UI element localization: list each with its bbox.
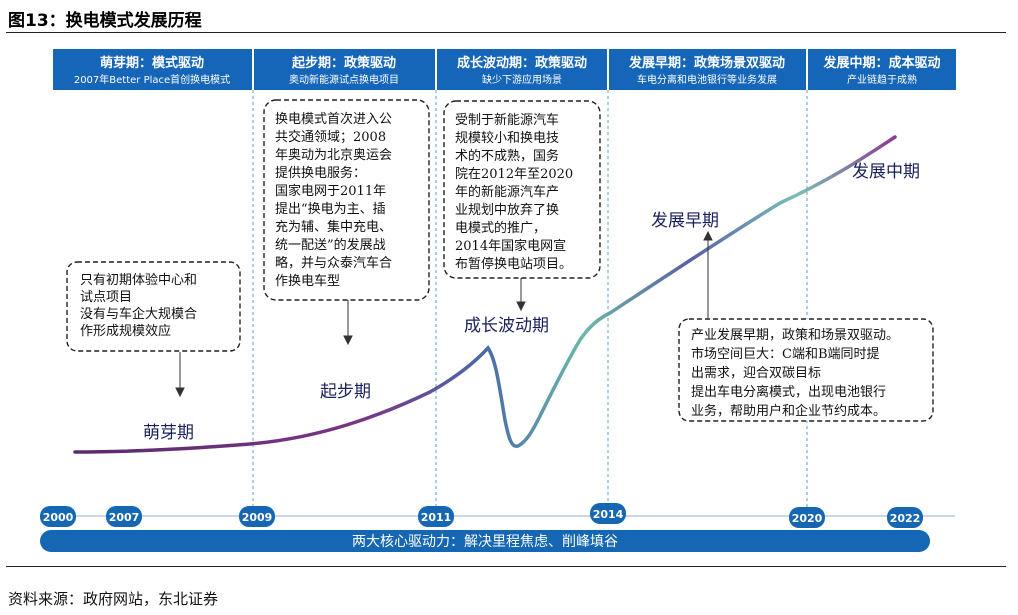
- callout-start-line-5: 国家电网于2011年: [275, 183, 386, 199]
- year-pill-2022: [887, 507, 923, 528]
- source-note: 资料来源：政府网站，东北证券: [8, 590, 219, 608]
- callout-start-line-8: 统一配送”的发展战: [275, 237, 386, 253]
- callout-sprout-line-3: 没有与车企大规模合: [80, 306, 197, 322]
- stage-label-mid: 发展中期: [852, 162, 920, 182]
- phase-header: 萌芽期：模式驱动 2007年Better Place首创换电模式 起步期：政策驱…: [53, 49, 956, 90]
- callout-early-line-5: 业务，帮助用户和企业节约成本。: [691, 403, 886, 419]
- year-2011: 2011: [421, 511, 452, 524]
- callout-start-line-3: 年奥动为北京奥运会: [275, 148, 392, 163]
- callout-early-line-2: 市场空间巨大：C端和B端同时提: [691, 346, 880, 362]
- stage-label-early: 发展早期: [651, 211, 719, 231]
- callout-volatile-line-1: 受制于新能源汽车: [455, 112, 559, 128]
- callout-start-line-1: 换电模式首次进入公: [275, 111, 392, 127]
- phase-title-3: 成长波动期：政策驱动: [457, 55, 587, 71]
- phase-box-3: [437, 49, 607, 90]
- core-drivers-bar: [40, 530, 930, 552]
- callout-volatile-text: 受制于新能源汽车 规模较小和换电技 术的不成熟，国务 院在2012年至2020 …: [455, 112, 573, 272]
- stage-label-volatile: 成长波动期: [464, 316, 549, 336]
- development-curve: [73, 135, 897, 454]
- callout-sprout-line-4: 作形成规模效应: [80, 323, 171, 339]
- phase-dividers: [252, 90, 808, 508]
- callout-volatile: [443, 100, 601, 279]
- phase-subtitle-1: 2007年Better Place首创换电模式: [74, 73, 230, 86]
- callout-sprout-text: 只有初期体验中心和 试点项目 没有与车企大规模合 作形成规模效应: [80, 272, 197, 339]
- bottom-rule: [6, 566, 1006, 567]
- arrow-start-head: [343, 335, 353, 346]
- year-pill-2014: [590, 503, 626, 524]
- arrow-volatile-head: [516, 301, 526, 312]
- phase-subtitle-2: 奥动新能源试点换电项目: [289, 73, 399, 86]
- callout-early-line-4: 提出车电分离模式，出现电池银行: [691, 384, 886, 400]
- callout-sprout: [66, 261, 241, 352]
- callout-volatile-line-8: 2014年国家电网宣: [455, 238, 566, 254]
- stage-label-start: 起步期: [320, 382, 371, 402]
- year-pill-2000: [40, 506, 76, 527]
- phase-subtitle-5: 产业链趋于成熟: [847, 73, 917, 86]
- phase-box-1: [53, 49, 252, 90]
- phase-box-5: [808, 49, 956, 90]
- year-pill-2020: [789, 507, 825, 528]
- callout-early-line-1: 产业发展早期，政策和场景双驱动。: [691, 327, 899, 343]
- callout-volatile-line-9: 布暂停换电站项目。: [455, 256, 572, 272]
- callout-start-line-2: 共交通领域；2008: [275, 129, 386, 145]
- callout-start-text: 换电模式首次进入公 共交通领域；2008 年奥动为北京奥运会 提供换电服务： 国…: [275, 111, 392, 289]
- callout-start-line-6: 提出“换电为主、插: [275, 201, 386, 217]
- arrow-early-head: [703, 230, 713, 241]
- callout-sprout-line-2: 试点项目: [80, 290, 132, 305]
- callout-volatile-line-3: 术的不成熟，国务: [455, 148, 559, 164]
- phase-box-2: [254, 49, 435, 90]
- callout-volatile-line-5: 年的新能源汽车产: [455, 184, 559, 200]
- stage-label-sprout: 萌芽期: [143, 423, 194, 443]
- callout-start: [263, 99, 430, 301]
- year-markers: 2000 2007 2009 2011 2014 2020 2022: [40, 503, 923, 528]
- year-2000: 2000: [43, 511, 74, 524]
- year-2020: 2020: [792, 512, 823, 525]
- callout-early: [678, 318, 934, 422]
- year-pill-2011: [418, 506, 454, 527]
- core-drivers-text: 两大核心驱动力：解决里程焦虑、削峰填谷: [352, 534, 618, 550]
- year-pill-2007: [106, 506, 142, 527]
- callout-start-line-7: 充为辅、集中充电、: [275, 219, 392, 235]
- phase-subtitle-3: 缺少下游应用场景: [482, 73, 562, 86]
- callout-volatile-line-4: 院在2012年至2020: [455, 167, 573, 182]
- top-rule: [6, 32, 1006, 33]
- phase-box-4: [609, 49, 806, 90]
- year-2009: 2009: [242, 511, 273, 524]
- phase-title-4: 发展早期：政策场景双驱动: [628, 55, 785, 71]
- phase-subtitle-4: 车电分离和电池银行等业务发展: [637, 73, 777, 86]
- callout-early-line-3: 出需求，迎合双碳目标: [691, 366, 821, 381]
- callout-sprout-line-1: 只有初期体验中心和: [80, 272, 197, 288]
- arrow-sprout-head: [175, 387, 185, 398]
- callout-start-line-10: 作换电车型: [275, 273, 340, 289]
- phase-title-1: 萌芽期：模式驱动: [100, 55, 204, 71]
- year-2007: 2007: [109, 511, 140, 524]
- year-2014: 2014: [593, 508, 624, 521]
- phase-title-2: 起步期：政策驱动: [291, 55, 396, 71]
- callout-volatile-line-2: 规模较小和换电技: [455, 131, 559, 146]
- callout-early-text: 产业发展早期，政策和场景双驱动。 市场空间巨大：C端和B端同时提 出需求，迎合双…: [691, 327, 899, 419]
- year-2022: 2022: [890, 512, 921, 525]
- callout-start-line-4: 提供换电服务：: [275, 165, 366, 181]
- figure-title: 图13：换电模式发展历程: [8, 11, 202, 31]
- phase-title-5: 发展中期：成本驱动: [822, 55, 940, 71]
- callout-start-line-9: 略，并与众泰汽车合: [275, 255, 392, 271]
- callout-arrows: [175, 230, 713, 398]
- year-pill-2009: [239, 506, 275, 527]
- callout-volatile-line-6: 业规划中放弃了换: [455, 203, 559, 218]
- callout-volatile-line-7: 电模式的推广，: [455, 220, 546, 236]
